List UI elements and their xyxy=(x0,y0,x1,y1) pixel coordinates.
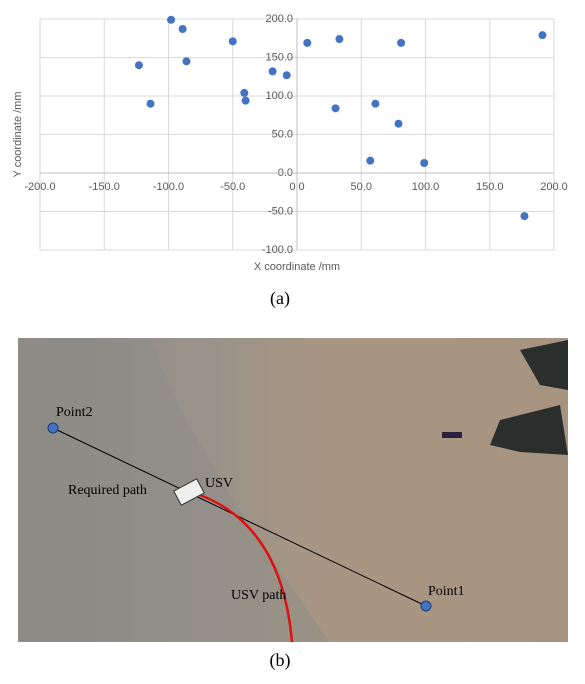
x-tick-label: -200.0 xyxy=(24,181,55,193)
y-tick-label: -100.0 xyxy=(262,244,293,256)
x-tick-label: -50.0 xyxy=(220,181,245,193)
debris xyxy=(490,340,568,455)
data-point xyxy=(240,88,249,97)
data-point xyxy=(520,212,529,221)
usv-boat xyxy=(173,478,205,506)
x-tick-label: 100.0 xyxy=(412,181,440,193)
x-tick-label: -150.0 xyxy=(89,181,120,193)
x-axis-title: X coordinate /mm xyxy=(254,261,340,273)
x-tick-label: 200.0 xyxy=(540,181,568,193)
data-point xyxy=(241,96,250,105)
water xyxy=(18,338,330,642)
usv-path-line xyxy=(199,493,294,643)
usv-path-label: USV path xyxy=(231,588,286,603)
data-point xyxy=(303,38,312,47)
object xyxy=(442,432,462,438)
data-point xyxy=(134,61,143,70)
data-point xyxy=(268,67,277,76)
point1-marker xyxy=(420,600,432,612)
usv-label: USV xyxy=(205,476,233,491)
y-tick-label: 150.0 xyxy=(265,51,293,63)
y-axis-title: Y coordinate /mm xyxy=(12,91,24,177)
photo-background xyxy=(18,338,568,642)
point2-label: Point2 xyxy=(56,405,93,420)
x-tick-label: -100.0 xyxy=(153,181,184,193)
scatter-chart: -200.0 -150.0 -100.0 -50.0 0.0 50.0 100.0 150.0… xyxy=(12,13,568,273)
data-point xyxy=(366,156,375,165)
y-tick-label: 200.0 xyxy=(265,13,293,25)
caption-b: (b) xyxy=(270,650,291,671)
data-point xyxy=(538,31,547,40)
point1-label: Point1 xyxy=(428,584,465,599)
data-point xyxy=(182,57,191,66)
point2-marker xyxy=(47,422,59,434)
y-tick-label: 50.0 xyxy=(272,128,293,140)
data-point xyxy=(178,25,187,34)
caption-a: (a) xyxy=(270,288,290,309)
data-point xyxy=(331,104,340,113)
data-point xyxy=(394,119,403,128)
required-path-label: Required path xyxy=(68,483,147,498)
x-tick-label: 50.0 xyxy=(351,181,372,193)
y-tick-label: -50.0 xyxy=(268,205,293,217)
data-point xyxy=(397,38,406,47)
data-point xyxy=(282,71,291,80)
data-point xyxy=(420,158,429,167)
y-tick-label: 100.0 xyxy=(265,90,293,102)
x-tick-label: 150.0 xyxy=(476,181,504,193)
photo: Point2 Point1 Required path USV USV path xyxy=(18,338,568,643)
data-point xyxy=(371,99,380,108)
data-point xyxy=(146,99,155,108)
data-point xyxy=(167,15,176,24)
data-point xyxy=(228,37,237,46)
data-point xyxy=(335,35,344,44)
